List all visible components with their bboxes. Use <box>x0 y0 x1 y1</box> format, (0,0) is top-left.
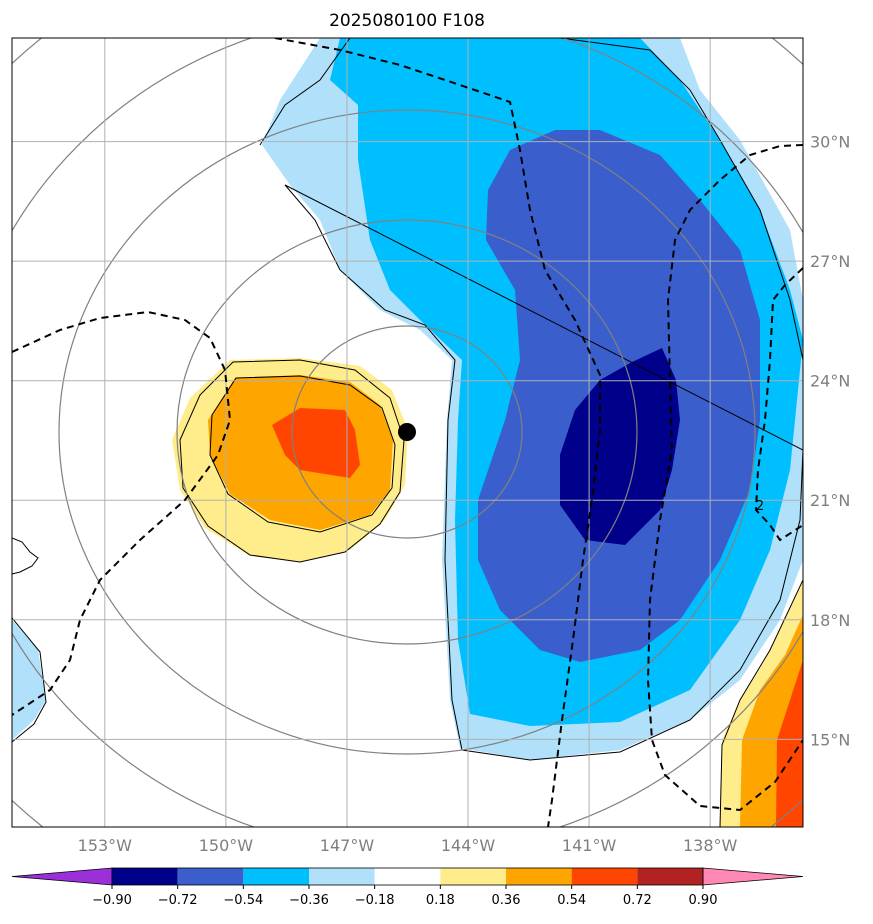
colorbar-tick-label: 0.18 <box>426 893 455 908</box>
colorbar-segment <box>637 868 703 885</box>
lon-tick-label: 150°W <box>199 836 254 855</box>
colorbar-segment <box>177 868 244 885</box>
lon-tick-label: 138°W <box>683 836 738 855</box>
lat-tick-label: 27°N <box>810 252 850 271</box>
contour-line-neg <box>259 38 803 761</box>
colorbar-segment <box>506 868 572 885</box>
contour-fill-pos-054 <box>272 408 360 478</box>
longitude-tick-labels: 153°W 150°W 147°W 144°W 141°W 138°W <box>78 836 738 855</box>
colorbar-segment <box>243 868 309 885</box>
lon-tick-label: 141°W <box>562 836 617 855</box>
lat-tick-label: 18°N <box>810 611 850 630</box>
dashed-contour-west <box>12 310 232 716</box>
lat-tick-label: 21°N <box>810 491 850 510</box>
latitude-tick-labels: 15°N 18°N 21°N 24°N 27°N 30°N <box>810 133 850 750</box>
colorbar-tick-label: −0.18 <box>355 893 395 908</box>
contour-line-pos-inner <box>209 375 396 533</box>
dashed-contour-north <box>274 38 601 827</box>
colorbar-tick-label: −0.36 <box>289 893 329 908</box>
colorbar-extend-low <box>11 867 113 886</box>
range-ring-1 <box>291 325 523 539</box>
colorbar-segment <box>112 868 178 885</box>
lat-tick-label: 24°N <box>810 372 850 391</box>
colorbar-tick-label: −0.90 <box>92 893 132 908</box>
map-frame <box>11 37 804 828</box>
lat-tick-label: 15°N <box>810 730 850 749</box>
colorbar <box>11 867 804 889</box>
lat-lon-grid <box>12 38 803 827</box>
contour-line-west <box>12 617 47 743</box>
lon-tick-label: 147°W <box>320 836 375 855</box>
colorbar-segment <box>571 868 638 885</box>
dashed-contour-lines <box>12 38 803 827</box>
colorbar-outline <box>111 867 704 886</box>
colorbar-segment <box>440 868 506 885</box>
contour-fill-neg-072 <box>560 348 680 545</box>
colorbar-tick-label: 0.54 <box>557 893 586 908</box>
colorbar-segment <box>374 868 441 885</box>
contour-line-se <box>719 579 803 827</box>
contour-line-pos-outer <box>179 359 405 563</box>
lat-tick-label: 30°N <box>810 133 850 152</box>
storm-center-marker <box>398 423 416 441</box>
solid-contour-lines <box>12 38 803 827</box>
colorbar-tick-label: 0.36 <box>492 893 521 908</box>
dashed-contour-label: 2 <box>756 499 764 514</box>
dashed-contour-east <box>646 144 803 812</box>
colorbar-tick-label: 0.72 <box>623 893 652 908</box>
figure-title: 2025080100 F108 <box>329 11 485 31</box>
colorbar-tick-labels: −0.90 −0.72 −0.54 −0.36 −0.18 0.18 0.36 0.54 0.7… <box>92 893 717 908</box>
colorbar-segment <box>309 868 375 885</box>
colorbar-tick-label: −0.54 <box>223 893 263 908</box>
colorbar-tick-label: −0.72 <box>158 893 198 908</box>
lon-tick-label: 144°W <box>441 836 496 855</box>
contour-fill-pos-054-se <box>776 660 803 827</box>
colorbar-extend-high <box>702 867 804 886</box>
lon-tick-label: 153°W <box>78 836 133 855</box>
range-ring-3 <box>58 109 756 755</box>
range-ring-2 <box>176 219 638 645</box>
colorbar-tick-label: 0.90 <box>689 893 718 908</box>
coastline <box>12 537 39 575</box>
